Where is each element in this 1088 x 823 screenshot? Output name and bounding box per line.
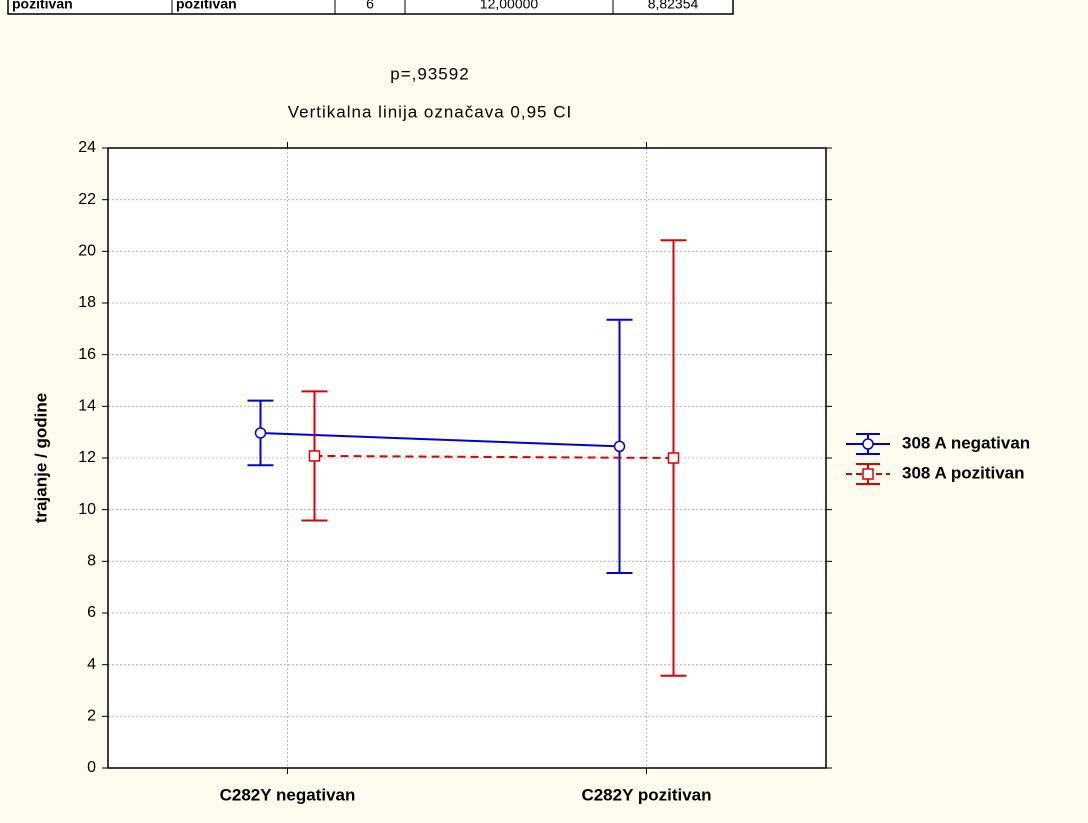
y-axis-label: trajanje / godine <box>31 393 50 523</box>
y-tick-label: 20 <box>78 243 96 260</box>
y-tick-label: 14 <box>78 398 96 415</box>
table-cell: 12,00000 <box>480 0 539 12</box>
y-tick-label: 24 <box>78 139 96 156</box>
y-tick-label: 4 <box>87 656 96 673</box>
table-cell: 6 <box>366 0 374 12</box>
chart-subtitle: Vertikalna linija označava 0,95 CI <box>288 102 572 121</box>
y-tick-label: 10 <box>78 501 96 518</box>
y-tick-label: 6 <box>87 604 96 621</box>
x-tick-label: C282Y pozitivan <box>581 785 711 804</box>
table-cell: pozitivan <box>176 0 237 12</box>
y-tick-label: 2 <box>87 708 96 725</box>
legend-label: 308 A pozitivan <box>902 463 1025 482</box>
table-row: pozitivan pozitivan 6 12,00000 8,82354 <box>7 0 734 15</box>
y-tick-label: 8 <box>87 553 96 570</box>
plot-frame <box>107 147 827 769</box>
data-point <box>308 450 321 462</box>
plot-area <box>108 148 826 768</box>
legend-marker <box>862 438 874 450</box>
y-tick-label: 18 <box>78 294 96 311</box>
series-line <box>314 454 674 459</box>
data-point <box>254 427 267 439</box>
table-cell: pozitivan <box>12 0 73 12</box>
series-line <box>260 431 620 448</box>
x-tick-label: C282Y negativan <box>220 785 356 804</box>
legend-marker <box>862 468 874 480</box>
data-point <box>613 440 626 453</box>
chart-title: p=,93592 <box>390 64 469 83</box>
y-tick-label: 16 <box>78 346 96 363</box>
legend-label: 308 A negativan <box>902 433 1030 452</box>
table-cell: 8,82354 <box>648 0 699 12</box>
data-point <box>667 452 680 464</box>
table-row-box <box>7 0 734 15</box>
y-tick-label: 0 <box>87 759 96 776</box>
y-tick-label: 22 <box>78 191 96 208</box>
y-tick-label: 12 <box>78 449 96 466</box>
